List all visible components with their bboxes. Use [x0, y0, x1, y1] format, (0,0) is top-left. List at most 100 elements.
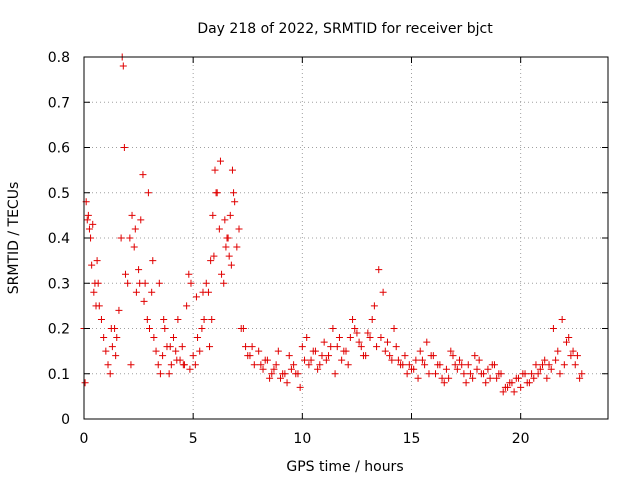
data-point [221, 216, 229, 224]
data-point [475, 356, 483, 364]
y-tick-label: 0.3 [48, 276, 70, 292]
data-point [207, 257, 215, 265]
data-point [375, 266, 383, 274]
data-point [528, 370, 536, 378]
data-point [89, 220, 97, 228]
data-point [427, 352, 435, 360]
data-point [250, 361, 258, 369]
data-point [137, 216, 145, 224]
data-point [449, 352, 457, 360]
data-point [331, 370, 339, 378]
data-point [364, 329, 372, 337]
data-point [84, 211, 92, 219]
data-point [255, 347, 263, 355]
data-point [401, 352, 409, 360]
x-tick-label: 15 [403, 431, 421, 447]
data-point [539, 361, 546, 369]
data-point [484, 365, 492, 373]
data-point [532, 361, 540, 369]
data-point [167, 361, 175, 369]
data-point [416, 347, 424, 355]
data-point [421, 361, 429, 369]
data-point [173, 356, 181, 364]
data-point [506, 379, 514, 387]
data-point [296, 383, 304, 391]
data-point [403, 370, 411, 378]
data-point [270, 365, 278, 373]
data-point [199, 288, 207, 296]
data-point [88, 261, 96, 269]
data-point [83, 216, 91, 224]
data-point [327, 343, 335, 351]
data-point [301, 356, 309, 364]
data-point [139, 171, 147, 179]
data-point [266, 374, 274, 382]
data-point [259, 365, 267, 373]
y-tick-label: 0.6 [48, 141, 70, 157]
data-point [231, 198, 239, 206]
data-point [239, 325, 247, 332]
data-point [215, 225, 223, 233]
data-point [179, 361, 187, 369]
data-point [268, 370, 276, 378]
data-point [349, 315, 357, 323]
data-point [132, 288, 140, 296]
data-point [130, 243, 138, 251]
data-point [159, 352, 167, 360]
data-point [106, 370, 114, 378]
data-point [97, 315, 105, 323]
data-point [340, 347, 348, 355]
data-point [519, 370, 527, 378]
y-axis-label: SRMTID / TECUs [6, 182, 22, 295]
data-point [104, 361, 112, 369]
data-point [248, 343, 256, 351]
data-point [560, 361, 568, 369]
data-point [274, 347, 282, 355]
data-point [414, 374, 422, 382]
data-point [292, 370, 300, 378]
data-point [458, 361, 466, 369]
data-point [386, 352, 394, 360]
data-point [216, 157, 224, 165]
data-point [196, 347, 204, 355]
data-point [218, 270, 226, 278]
data-point [383, 338, 391, 346]
data-point [469, 374, 477, 382]
data-point [344, 361, 352, 369]
data-point [432, 370, 440, 378]
data-point [325, 352, 333, 360]
data-point [283, 379, 291, 387]
data-point [510, 388, 518, 396]
data-point [523, 379, 531, 387]
data-point [571, 361, 579, 369]
data-point [390, 325, 398, 332]
data-point [307, 356, 315, 364]
data-point [412, 356, 420, 364]
data-point [220, 279, 228, 287]
y-tick-label: 0.8 [48, 50, 70, 66]
data-point [547, 365, 555, 373]
data-point [567, 352, 575, 360]
data-point [233, 243, 241, 251]
data-point [394, 356, 402, 364]
data-point [569, 347, 577, 355]
data-point [279, 370, 287, 378]
data-point [554, 347, 562, 355]
data-point [81, 379, 89, 387]
data-point [543, 374, 551, 382]
data-point [464, 361, 472, 369]
data-point [303, 334, 311, 342]
data-point [206, 343, 214, 351]
data-point [120, 144, 128, 151]
y-tick-label: 0.2 [48, 322, 70, 338]
data-point [517, 383, 525, 391]
data-point [471, 352, 479, 360]
data-point [208, 315, 216, 323]
data-point [186, 365, 194, 373]
data-point [379, 288, 387, 296]
data-point [366, 334, 374, 342]
data-point [298, 343, 306, 351]
data-point [155, 279, 163, 287]
data-point [499, 388, 507, 396]
